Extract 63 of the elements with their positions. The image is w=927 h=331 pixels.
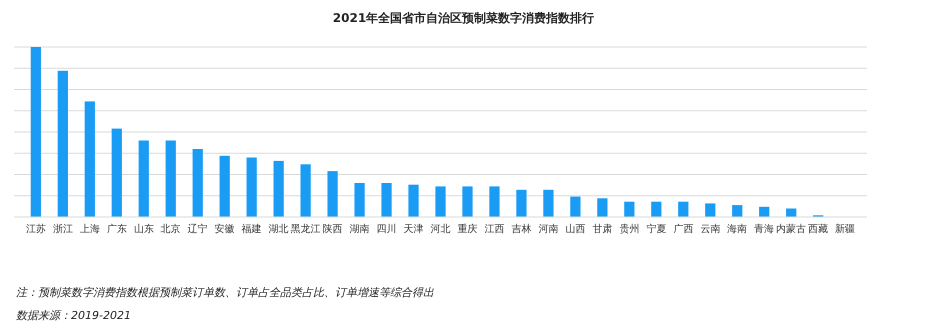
bar <box>570 196 581 217</box>
bar <box>489 186 500 217</box>
x-tick-label: 新疆 <box>835 223 856 236</box>
x-tick-label: 北京 <box>160 223 181 236</box>
x-tick-label: 河北 <box>430 223 450 236</box>
bar <box>220 156 230 217</box>
x-tick-label: 辽宁 <box>188 223 208 236</box>
bar <box>543 190 554 217</box>
text: 注：预制菜数字消费指数根据预制菜订单数、订单占全品类占比、订单增速等综合得出 <box>16 286 434 299</box>
bar <box>462 186 473 217</box>
x-tick-label: 甘肃 <box>592 223 612 236</box>
bar <box>597 198 608 217</box>
chart-title: 2021年全国省市自治区预制菜数字消费指数排行 <box>332 11 594 25</box>
x-tick-label: 青海 <box>754 223 774 236</box>
x-tick-label: 宁夏 <box>646 223 666 236</box>
bar <box>300 164 311 217</box>
bar <box>408 184 419 217</box>
source-note: 数据来源：2019-2021 <box>16 309 131 322</box>
x-tick-label: 吉林 <box>511 223 532 236</box>
x-tick-label: 湖南 <box>350 223 370 236</box>
x-tick-label: 四川 <box>376 223 397 236</box>
x-tick-label: 贵州 <box>619 223 640 236</box>
bar <box>678 202 688 217</box>
bar <box>246 158 257 217</box>
bar <box>516 190 527 217</box>
x-tick-label: 浙江 <box>52 223 73 236</box>
x-tick-label: 内蒙古 <box>776 223 806 236</box>
bar <box>138 140 149 217</box>
x-tick-label: 海南 <box>727 223 748 236</box>
bar <box>651 202 662 217</box>
bar <box>166 140 176 217</box>
bar <box>381 183 392 217</box>
x-tick-label: 陕西 <box>322 223 343 236</box>
bar <box>274 160 284 217</box>
x-tick-label: 山西 <box>565 223 586 236</box>
bar <box>84 101 95 217</box>
bar <box>327 171 338 217</box>
bar <box>705 203 716 217</box>
x-tick-label: 江西 <box>484 223 504 236</box>
x-tick-label: 重庆 <box>457 223 478 236</box>
x-tick-label: 云南 <box>700 223 720 236</box>
x-tick-label: 广东 <box>106 223 127 236</box>
x-tick-label: 天津 <box>404 223 424 236</box>
x-tick-label: 湖北 <box>268 223 289 236</box>
bar <box>435 186 446 217</box>
x-tick-label: 福建 <box>242 223 262 236</box>
bar <box>732 205 742 217</box>
x-tick-label: 上海 <box>80 223 100 236</box>
x-tick-label: 江苏 <box>26 223 46 236</box>
x-tick-label: 河南 <box>538 223 558 236</box>
x-tick-label: 黑龙江 <box>290 223 321 236</box>
x-tick-label: 山东 <box>134 223 154 236</box>
bar <box>354 183 365 217</box>
bar <box>112 128 122 217</box>
bar <box>30 47 41 217</box>
x-tick-label: 广西 <box>673 223 694 236</box>
bar <box>192 149 203 217</box>
x-tick-label: 安徽 <box>214 223 235 236</box>
bar <box>786 208 796 217</box>
x-tick-label: 西藏 <box>808 223 828 236</box>
bar <box>58 70 68 217</box>
bar <box>759 206 770 217</box>
bar <box>624 202 634 217</box>
